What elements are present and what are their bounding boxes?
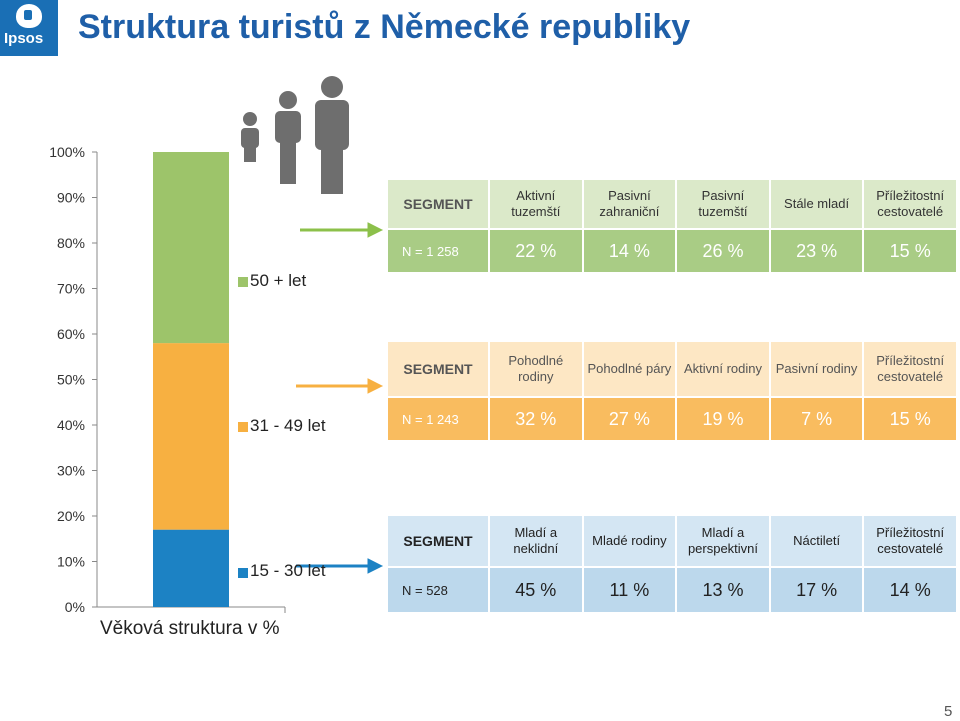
legend-label: 31 - 49 let [250,416,326,435]
segment-header: Náctiletí [770,516,863,566]
person-medium-icon [275,91,301,184]
segment-header: Pasivní tuzemští [677,180,769,228]
legend-swatch [238,422,248,432]
bar-segment-1 [153,529,229,607]
segment-table-31-49: SEGMENT Pohodlné rodiny Pohodlné páry Ak… [386,340,958,442]
segment-value: 26 % [677,230,769,272]
segment-value: 14 % [583,230,676,272]
logo-mark-icon [24,10,32,20]
segment-value: 22 % [490,230,582,272]
segment-header: Aktivní rodiny [677,342,769,396]
arrow-to-segment-1 [300,222,384,238]
sample-size: N = 1 258 [388,230,488,272]
segment-header: Mladí a neklidní [490,516,582,566]
arrow-to-segment-2 [296,378,384,394]
segment-header: Příležitostní cestovatelé [864,180,956,228]
segment-header-row: SEGMENT Aktivní tuzemští Pasivní zahrani… [388,180,956,228]
segment-value: 14 % [864,568,956,612]
segment-header: Příležitostní cestovatelé [864,516,956,566]
ipsos-logo: Ipsos [0,0,58,56]
segment-value: 45 % [490,568,582,612]
segment-table-15-30: SEGMENT Mladí a neklidní Mladé rodiny Ml… [386,514,958,614]
y-tick-label: 70% [57,281,85,297]
bar-segment-3 [153,152,229,344]
legend-label: 15 - 30 let [250,561,326,580]
segment-header: Mladé rodiny [583,516,676,566]
segment-header: Pohodlné rodiny [490,342,582,396]
sample-size: N = 1 243 [388,398,488,440]
bar-segment-2 [153,343,229,530]
segment-value: 23 % [770,230,863,272]
segment-value-row: N = 1 243 32 % 27 % 19 % 7 % 15 % [388,398,956,440]
person-large-icon [315,76,349,194]
segment-header: Pohodlné páry [583,342,676,396]
y-tick-label: 90% [57,190,85,206]
x-axis-label: Věková struktura v % [100,618,280,639]
segment-value: 15 % [864,398,956,440]
y-tick-label: 0% [65,599,85,615]
segment-value: 27 % [583,398,676,440]
segment-label: SEGMENT [388,342,488,396]
segment-value: 15 % [864,230,956,272]
y-tick-label: 60% [57,326,85,342]
y-tick-label: 100% [49,144,85,160]
segment-label: SEGMENT [388,180,488,228]
y-tick-label: 50% [57,372,85,388]
segment-header-row: SEGMENT Pohodlné rodiny Pohodlné páry Ak… [388,342,956,396]
segment-header: Aktivní tuzemští [490,180,582,228]
segment-header: Stále mladí [770,180,863,228]
segment-header: Pasivní rodiny [770,342,863,396]
y-tick-label: 40% [57,417,85,433]
person-small-icon [241,112,259,162]
y-tick-label: 80% [57,235,85,251]
segment-value: 11 % [583,568,676,612]
segment-label: SEGMENT [388,516,488,566]
arrow-to-segment-3 [296,558,384,574]
sample-size: N = 528 [388,568,488,612]
segment-value: 32 % [490,398,582,440]
segment-header: Mladí a perspektivní [677,516,769,566]
y-tick-label: 20% [57,508,85,524]
segment-value-row: N = 1 258 22 % 14 % 26 % 23 % 15 % [388,230,956,272]
segment-header: Příležitostní cestovatelé [864,342,956,396]
page-number: 5 [944,703,953,720]
y-tick-label: 30% [57,463,85,479]
segment-header: Pasivní zahraniční [583,180,676,228]
logo-text: Ipsos [4,30,44,47]
segment-value: 7 % [770,398,863,440]
segment-header-row: SEGMENT Mladí a neklidní Mladé rodiny Ml… [388,516,956,566]
legend-swatch [238,277,248,287]
legend-label: 50 + let [250,271,307,290]
segment-value: 13 % [677,568,769,612]
segment-value: 17 % [770,568,863,612]
page-title: Struktura turistů z Německé republiky [78,8,691,46]
segment-table-50-plus: SEGMENT Aktivní tuzemští Pasivní zahrani… [386,178,958,274]
segment-value-row: N = 528 45 % 11 % 13 % 17 % 14 % [388,568,956,612]
y-tick-label: 10% [57,554,85,570]
segment-value: 19 % [677,398,769,440]
legend-swatch [238,568,248,578]
